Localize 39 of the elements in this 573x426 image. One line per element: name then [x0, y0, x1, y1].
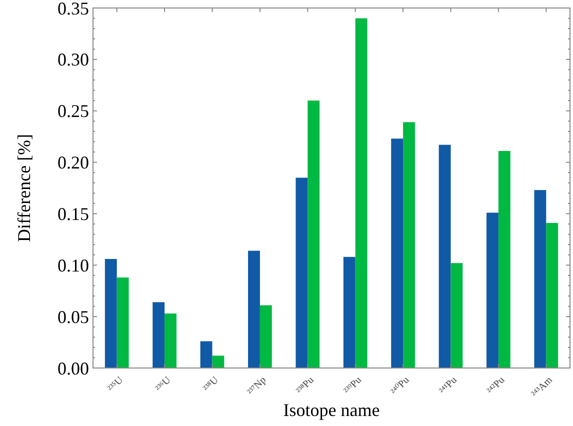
y-tick-label: 0.30 — [58, 50, 89, 70]
bar — [498, 150, 510, 368]
bar — [260, 305, 272, 368]
x-tick-label: ²³⁸U — [201, 374, 222, 394]
bar — [308, 100, 320, 368]
bar — [355, 18, 368, 368]
bar — [248, 250, 260, 368]
bar — [152, 302, 165, 368]
bar — [212, 356, 224, 368]
y-axis-title: Difference [%] — [14, 134, 34, 242]
bar — [438, 144, 451, 368]
bar — [403, 122, 415, 368]
bar — [164, 313, 176, 368]
y-tick-label: 0.00 — [58, 358, 89, 378]
x-tick-label: ²⁴²Pu — [485, 374, 508, 397]
y-tick-label: 0.35 — [58, 0, 89, 18]
bar — [343, 256, 356, 368]
x-tick-label: ²³⁵U — [106, 374, 126, 394]
x-axis-title: Isotope name — [283, 400, 380, 420]
x-tick-label: ²³⁸Pu — [294, 374, 316, 397]
bar — [116, 277, 129, 368]
x-tick-label: ²⁴¹Pu — [437, 374, 460, 397]
y-tick-label: 0.20 — [58, 152, 89, 173]
bar — [296, 178, 308, 368]
bar — [200, 341, 212, 368]
x-tick-label: ²³⁷Np — [245, 374, 269, 398]
bar — [546, 222, 558, 368]
x-tick-label: ²⁴⁰Pu — [388, 374, 412, 398]
x-tick-label: ²³⁹Pu — [342, 374, 364, 397]
bar — [450, 263, 463, 368]
bar — [534, 190, 546, 368]
y-tick-label: 0.15 — [58, 204, 89, 224]
y-tick-label: 0.10 — [58, 255, 89, 276]
y-tick-label: 0.25 — [58, 101, 89, 122]
bar — [486, 212, 498, 368]
y-tick-label: 0.05 — [58, 306, 89, 327]
bar — [104, 258, 117, 368]
bar — [391, 138, 404, 368]
x-tick-label: ²³⁶U — [154, 374, 174, 394]
